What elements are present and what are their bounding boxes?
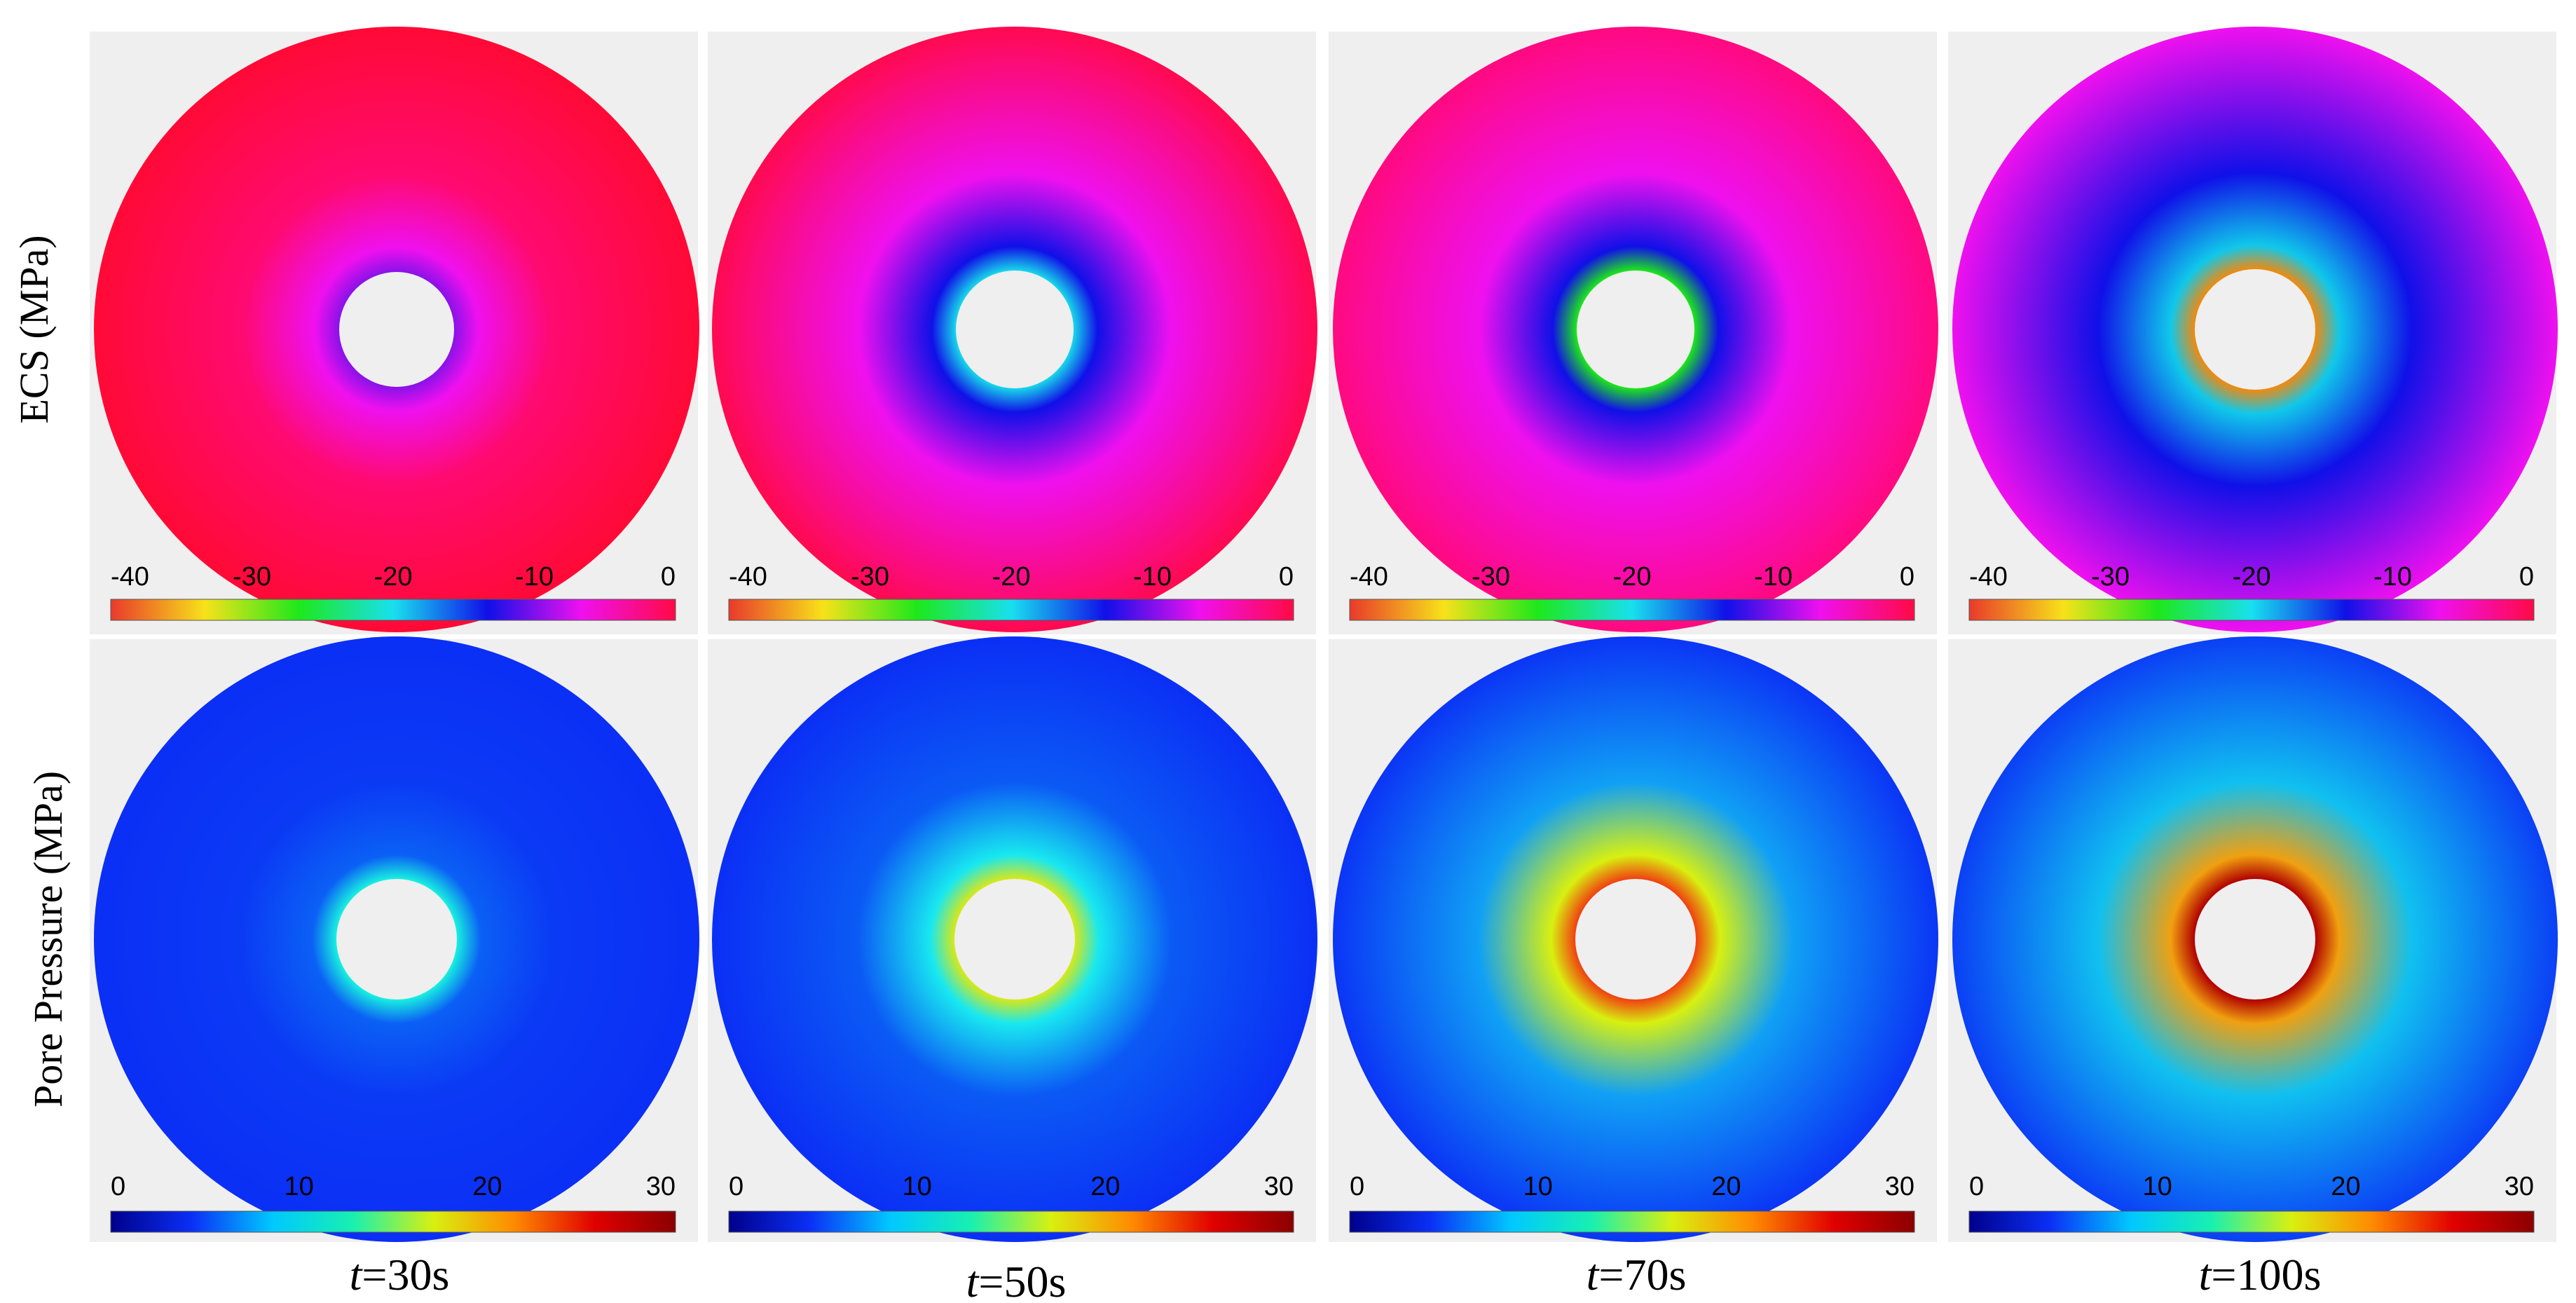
pore-colorbar-tick-50s: 0 xyxy=(729,1172,744,1201)
ecs-colorbar-tick-100s: -30 xyxy=(2091,562,2130,592)
pore-pressure-row-label: Pore Pressure (MPa) xyxy=(25,771,71,1107)
pore-colorbar-tick-70s: 30 xyxy=(1885,1172,1914,1201)
ecs-colorbar-tick-70s: -20 xyxy=(1613,562,1652,592)
ecs-colorbar-tick-50s: -30 xyxy=(851,562,889,592)
pore-colorbar-tick-100s: 30 xyxy=(2505,1172,2534,1201)
pore-colorbar-tick-70s: 10 xyxy=(1523,1172,1553,1201)
pore-colorbar-tick-30s: 0 xyxy=(111,1172,125,1201)
ecs-colorbar-tick-100s: -20 xyxy=(2233,562,2271,592)
ecs-colorbar-70s xyxy=(1349,599,1915,621)
pore-colorbar-tick-100s: 0 xyxy=(1969,1172,1984,1201)
pore-borehole-30s xyxy=(336,879,457,1000)
ecs-colorbar-tick-70s: -30 xyxy=(1472,562,1510,592)
ecs-colorbar-tick-30s: -30 xyxy=(233,562,271,592)
pore-colorbar-tick-100s: 10 xyxy=(2143,1172,2172,1201)
pore-colorbar-tick-70s: 20 xyxy=(1711,1172,1741,1201)
pore-colorbar-tick-30s: 10 xyxy=(285,1172,314,1201)
time-label-50s: t=50s xyxy=(966,1257,1067,1303)
pore-borehole-50s xyxy=(954,879,1075,1000)
ecs-colorbar-tick-100s: -40 xyxy=(1969,562,2008,592)
time-label-70s: t=70s xyxy=(1587,1250,1687,1299)
ecs-colorbar-tick-50s: -40 xyxy=(729,562,767,592)
pore-colorbar-tick-100s: 20 xyxy=(2331,1172,2360,1201)
ecs-colorbar-tick-100s: 0 xyxy=(2519,562,2534,592)
ecs-colorbar-30s xyxy=(110,599,676,621)
ecs-colorbar-tick-100s: -10 xyxy=(2373,562,2412,592)
ecs-colorbar-50s xyxy=(728,599,1294,621)
ecs-colorbar-tick-70s: 0 xyxy=(1900,562,1914,592)
ecs-borehole-70s xyxy=(1577,271,1694,388)
pore-colorbar-tick-50s: 30 xyxy=(1264,1172,1294,1201)
ecs-borehole-100s xyxy=(2195,269,2315,390)
ecs-borehole-30s xyxy=(339,272,454,387)
pore-colorbar-70s xyxy=(1349,1210,1915,1233)
ecs-colorbar-100s xyxy=(1968,599,2535,621)
pore-colorbar-30s xyxy=(110,1210,676,1233)
ecs-colorbar-tick-30s: 0 xyxy=(661,562,676,592)
pore-borehole-100s xyxy=(2195,879,2315,1000)
pore-colorbar-50s xyxy=(728,1210,1294,1233)
ecs-row-label: ECS (MPa) xyxy=(11,235,57,423)
pore-colorbar-100s xyxy=(1968,1210,2535,1233)
pore-borehole-70s xyxy=(1575,879,1696,1000)
ecs-colorbar-tick-30s: -10 xyxy=(515,562,554,592)
ecs-colorbar-tick-50s: -10 xyxy=(1133,562,1172,592)
ecs-borehole-50s xyxy=(956,271,1074,388)
ecs-colorbar-tick-30s: -20 xyxy=(374,562,413,592)
time-label-30s: t=30s xyxy=(350,1250,450,1299)
ecs-colorbar-tick-50s: -20 xyxy=(992,562,1031,592)
pore-colorbar-tick-50s: 10 xyxy=(903,1172,932,1201)
ecs-colorbar-tick-70s: -40 xyxy=(1350,562,1388,592)
pore-colorbar-tick-30s: 20 xyxy=(472,1172,502,1201)
time-label-100s: t=100s xyxy=(2199,1250,2322,1299)
ecs-colorbar-tick-70s: -10 xyxy=(1754,562,1793,592)
pore-colorbar-tick-70s: 0 xyxy=(1350,1172,1364,1201)
pore-colorbar-tick-50s: 20 xyxy=(1090,1172,1120,1201)
pore-colorbar-tick-30s: 30 xyxy=(646,1172,676,1201)
ecs-colorbar-tick-30s: -40 xyxy=(111,562,149,592)
ecs-colorbar-tick-50s: 0 xyxy=(1279,562,1294,592)
